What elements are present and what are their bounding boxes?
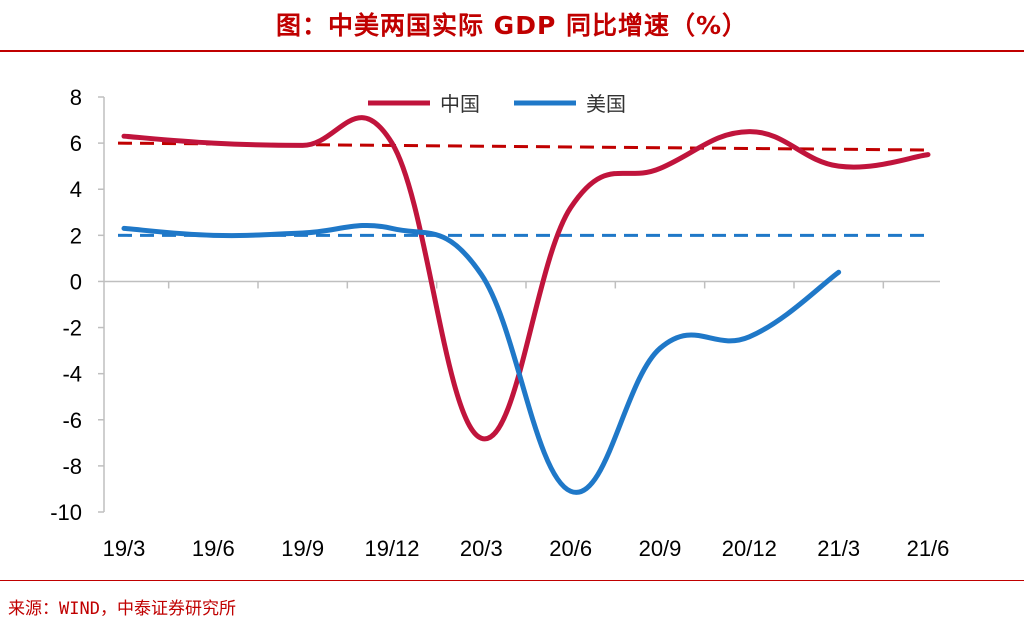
x-tick-label: 19/3 <box>103 536 146 561</box>
x-tick-label: 21/6 <box>907 536 950 561</box>
y-tick-label: -6 <box>62 408 82 433</box>
chart-axes: 8 6 4 2 0 -2 -4 -6 -8 -10 19/3 19/6 19/9 19/12 20/3 20/… <box>50 85 949 561</box>
y-tick-label: 0 <box>70 269 82 294</box>
source-note: 来源：WIND，中泰证券研究所 <box>8 599 236 619</box>
x-tick-label: 20/12 <box>722 536 777 561</box>
line-chart: 8 6 4 2 0 -2 -4 -6 -8 -10 19/3 19/6 19/9 19/12 20/3 20/… <box>50 85 949 561</box>
series-line-china <box>121 115 931 442</box>
y-tick-label: -2 <box>62 316 82 341</box>
y-tick-label: -4 <box>62 362 82 387</box>
y-tick-label: 2 <box>70 223 82 248</box>
chart-legend: 中国 美国 <box>368 92 626 116</box>
x-tick-label: 19/6 <box>192 536 235 561</box>
title-divider <box>0 50 1024 52</box>
x-tick-label: 20/3 <box>460 536 503 561</box>
x-tick-label: 19/12 <box>364 536 419 561</box>
x-tick-label: 19/9 <box>281 536 324 561</box>
chart-title: 图：中美两国实际 GDP 同比增速（%） <box>275 11 749 40</box>
y-tick-label: -10 <box>50 500 82 525</box>
x-tick-label: 21/3 <box>817 536 860 561</box>
series-lines <box>121 115 931 495</box>
y-tick-label: 8 <box>70 85 82 110</box>
legend-label: 美国 <box>586 92 626 116</box>
y-tick-label: 6 <box>70 131 82 156</box>
y-tick-label: -8 <box>62 454 82 479</box>
y-tick-label: 4 <box>70 177 82 202</box>
x-tick-label: 20/6 <box>549 536 592 561</box>
x-tick-label: 20/9 <box>639 536 682 561</box>
legend-label: 中国 <box>440 92 480 116</box>
footer-divider <box>0 580 1024 581</box>
series-line-us <box>121 222 842 495</box>
